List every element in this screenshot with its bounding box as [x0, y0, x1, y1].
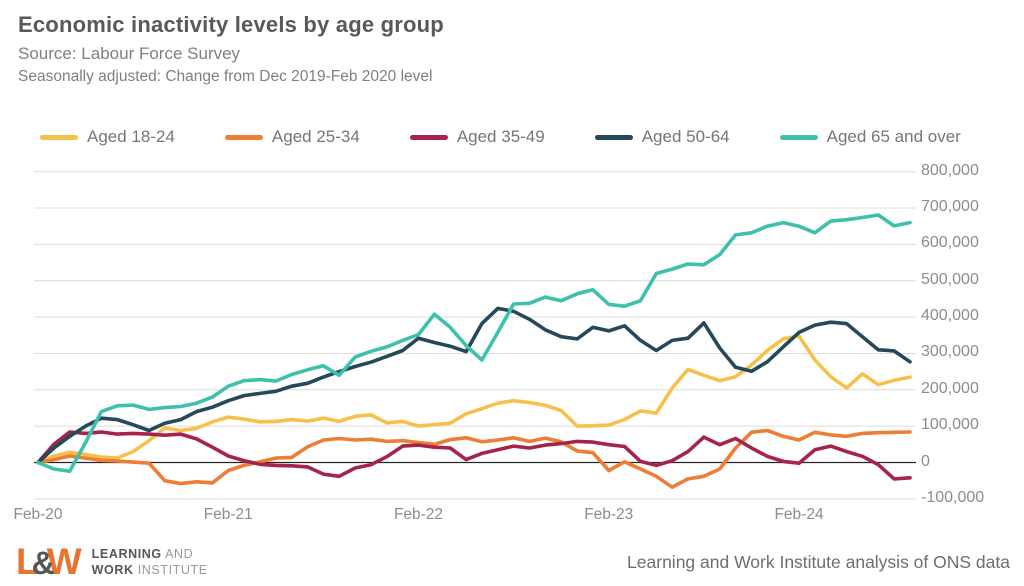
legend-swatch — [779, 134, 818, 140]
series-line-aged-35-49 — [36, 430, 912, 481]
legend: Aged 18-24 Aged 25-34 Aged 35-49 Aged 50-64… — [40, 127, 961, 147]
logo-ampersand: & — [31, 545, 55, 581]
x-axis-tick-label: Feb-20 — [13, 506, 63, 523]
chart-title: Economic inactivity levels by age group — [18, 12, 444, 37]
x-axis-tick-label: Feb-24 — [774, 506, 824, 523]
logo-line1-rest: AND — [161, 547, 194, 562]
lw-institute-logo: L & W LEARNING AND WORK INSTITUTE — [16, 543, 208, 580]
x-axis-tick-label: Feb-22 — [393, 506, 444, 523]
legend-item-aged-35-49: Aged 35-49 — [409, 127, 545, 147]
x-axis-tick-label: Feb-23 — [584, 506, 634, 523]
legend-item-aged-25-34: Aged 25-34 — [224, 127, 360, 147]
logo-line2-bold: WORK — [91, 563, 134, 577]
attribution-text: Learning and Work Institute analysis of … — [627, 552, 1010, 572]
legend-label: Aged 35-49 — [456, 127, 545, 146]
legend-swatch — [224, 134, 263, 140]
y-axis-tick-label: 600,000 — [921, 234, 979, 252]
y-axis-tick-label: 700,000 — [921, 198, 979, 216]
legend-swatch — [594, 134, 633, 140]
y-axis-tick-label: -100,000 — [921, 488, 985, 506]
legend-item-aged-50-64: Aged 50-64 — [594, 127, 730, 147]
logo-letter-l: L — [16, 541, 39, 582]
y-axis-tick-label: 300,000 — [921, 343, 979, 361]
y-axis-tick-label: 0 — [921, 452, 930, 470]
legend-item-aged-65-and-over: Aged 65 and over — [779, 127, 961, 147]
legend-item-aged-18-24: Aged 18-24 — [40, 127, 175, 147]
logo-text: LEARNING AND WORK INSTITUTE — [92, 547, 208, 578]
y-axis-tick-label: 400,000 — [921, 307, 979, 325]
logo-letter-w: W — [46, 541, 82, 582]
logo-line1-bold: LEARNING — [91, 547, 162, 562]
chart-source: Source: Labour Force Survey — [18, 44, 241, 63]
legend-swatch — [409, 134, 448, 140]
legend-label: Aged 25-34 — [271, 127, 360, 146]
legend-swatch — [40, 134, 78, 140]
series-line-aged-18-24 — [36, 334, 912, 465]
chart-header: Economic inactivity levels by age group … — [18, 12, 444, 86]
series-line-aged-50-64 — [36, 306, 912, 465]
y-axis-tick-label: 100,000 — [921, 416, 979, 434]
y-axis-tick-label: 500,000 — [921, 270, 979, 288]
chart-subtitle: Seasonally adjusted: Change from Dec 201… — [18, 68, 433, 85]
legend-label: Aged 18-24 — [87, 127, 175, 146]
legend-label: Aged 50-64 — [641, 127, 730, 146]
y-axis-tick-label: 200,000 — [921, 379, 979, 397]
series-line-aged-65-and-over — [36, 213, 912, 474]
logo-line2-rest: INSTITUTE — [133, 563, 208, 577]
series-line-aged-25-34 — [36, 428, 912, 490]
lw-logo-mark: L & W — [16, 543, 82, 580]
x-axis-tick-label: Feb-21 — [203, 506, 253, 523]
y-axis-tick-label: 800,000 — [921, 161, 979, 179]
legend-label: Aged 65 and over — [826, 127, 961, 146]
